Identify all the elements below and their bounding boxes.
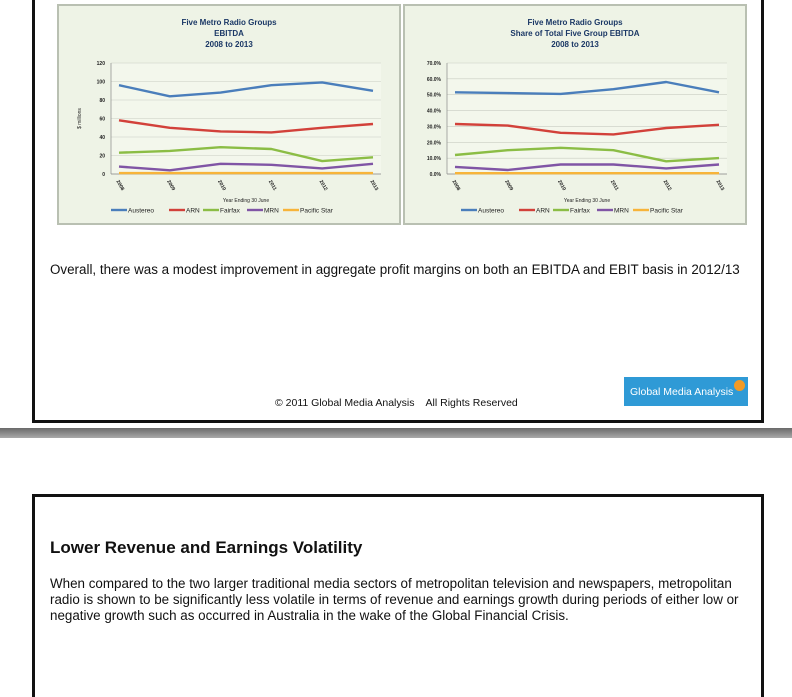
- page-separator-bar: [0, 428, 792, 438]
- chart-title-line-2: 2008 to 2013: [205, 40, 253, 49]
- y-tick-label-2: 20.0%: [427, 140, 442, 146]
- x-tick-label-2013: 2013: [714, 179, 725, 192]
- legend-label-fairfax: Fairfax: [570, 207, 591, 214]
- y-tick-label-5: 50.0%: [427, 93, 442, 99]
- ebitda-chart-svg: Five Metro Radio Groups EBITDA 2008 to 201…: [77, 18, 381, 214]
- series-line-fairfax: [118, 145, 374, 163]
- y-tick-label-7: 70.0%: [427, 61, 442, 67]
- summary-paragraph: Overall, there was a modest improvement …: [50, 262, 740, 277]
- plot-area: [447, 63, 727, 174]
- y-axis-label: $ millions: [77, 108, 83, 129]
- series-line-mrn: [118, 162, 374, 172]
- x-tick-label-2008: 2008: [450, 179, 461, 192]
- series-line-arn: [454, 122, 720, 136]
- chart-title-line-1: EBITDA: [214, 29, 244, 38]
- ebitda-share-chart: Five Metro Radio Groups Share of Total Fi…: [403, 4, 747, 225]
- chart-title-line-2: 2008 to 2013: [551, 40, 599, 49]
- report-page-top: Five Metro Radio Groups EBITDA 2008 to 201…: [32, 0, 764, 423]
- y-tick-label-3: 30.0%: [427, 124, 442, 130]
- series-line-fairfax: [454, 146, 720, 163]
- y-tick-label-2: 40: [99, 135, 105, 141]
- ebitda-share-chart-svg: Five Metro Radio Groups Share of Total Fi…: [427, 18, 727, 214]
- section-body-paragraph: When compared to the two larger traditio…: [50, 576, 739, 623]
- chart-title-line-0: Five Metro Radio Groups: [181, 18, 277, 27]
- series-line-austereo: [454, 80, 720, 96]
- x-tick-label-2008: 2008: [114, 179, 125, 192]
- x-tick-label-2012: 2012: [662, 179, 673, 192]
- section-heading: Lower Revenue and Earnings Volatility: [50, 538, 363, 557]
- y-tick-label-3: 60: [99, 117, 105, 123]
- legend-label-arn: ARN: [536, 207, 550, 214]
- x-tick-label-2011: 2011: [267, 179, 278, 192]
- legend-label-pacific-star: Pacific Star: [650, 207, 684, 214]
- report-page-bottom: Lower Revenue and Earnings Volatility Wh…: [32, 494, 764, 697]
- x-tick-label-2013: 2013: [368, 179, 379, 192]
- y-tick-label-4: 80: [99, 98, 105, 104]
- x-tick-label-2011: 2011: [609, 179, 620, 192]
- legend-label-mrn: MRN: [264, 207, 279, 214]
- x-tick-label-2010: 2010: [556, 179, 567, 192]
- x-tick-label-2009: 2009: [503, 179, 514, 192]
- logo-text: Global Media Analysis: [630, 386, 734, 398]
- series-line-austereo: [118, 81, 374, 98]
- chart-title-line-0: Five Metro Radio Groups: [527, 18, 623, 27]
- chart-title-line-1: Share of Total Five Group EBITDA: [510, 29, 639, 38]
- legend-label-arn: ARN: [186, 207, 200, 214]
- y-tick-label-6: 60.0%: [427, 77, 442, 83]
- series-line-mrn: [454, 163, 720, 172]
- global-media-analysis-logo: Global Media Analysis: [624, 377, 748, 406]
- x-tick-label-2009: 2009: [165, 179, 176, 192]
- x-tick-label-2010: 2010: [216, 179, 227, 192]
- logo-dot-icon: [734, 380, 745, 391]
- y-tick-label-6: 120: [97, 61, 106, 67]
- copyright-footer: © 2011 Global Media Analysis All Rights …: [275, 397, 518, 409]
- legend-label-mrn: MRN: [614, 207, 629, 214]
- page-gap: [0, 428, 792, 492]
- legend-label-fairfax: Fairfax: [220, 207, 241, 214]
- y-tick-label-0: 0.0%: [430, 172, 442, 178]
- legend-label-austereo: Austereo: [128, 207, 154, 214]
- legend-label-pacific-star: Pacific Star: [300, 207, 334, 214]
- y-tick-label-5: 100: [97, 80, 106, 86]
- series-line-arn: [118, 119, 374, 134]
- x-tick-label-2012: 2012: [318, 179, 329, 192]
- legend-label-austereo: Austereo: [478, 207, 504, 214]
- ebitda-chart: Five Metro Radio Groups EBITDA 2008 to 201…: [57, 4, 401, 225]
- x-axis-label: Year Ending 30 June: [223, 198, 269, 204]
- y-tick-label-4: 40.0%: [427, 109, 442, 115]
- y-tick-label-0: 0: [102, 172, 105, 178]
- y-tick-label-1: 10.0%: [427, 156, 442, 162]
- x-axis-label: Year Ending 30 June: [564, 198, 610, 204]
- y-tick-label-1: 20: [99, 154, 105, 160]
